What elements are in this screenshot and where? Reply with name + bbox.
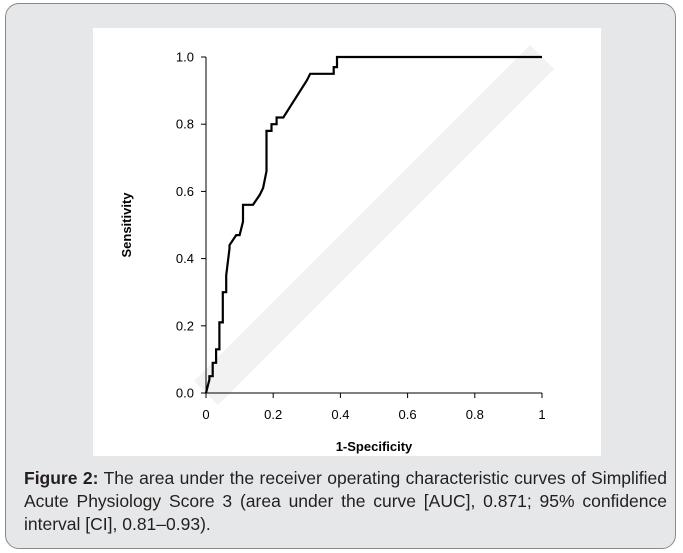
x-tick-label: 0.4 bbox=[331, 407, 349, 422]
x-tick-label: 0.6 bbox=[399, 407, 417, 422]
figure-caption: Figure 2: The area under the receiver op… bbox=[24, 467, 667, 536]
caption-label: Figure 2: bbox=[24, 468, 99, 488]
x-tick-label: 1 bbox=[538, 407, 545, 422]
x-tick-label: 0.2 bbox=[264, 407, 282, 422]
chart-panel: 0.0 0.2 0.4 0.6 0.8 1.0 0 0.2 0.4 0.6 0.8 1 1-Spec… bbox=[93, 28, 601, 456]
y-tick-label: 0.0 bbox=[176, 386, 194, 401]
roc-curve bbox=[204, 55, 542, 394]
roc-chart: 0.0 0.2 0.4 0.6 0.8 1.0 0 0.2 0.4 0.6 0.8 1 1-Spec… bbox=[119, 44, 555, 454]
reference-diagonal bbox=[193, 44, 555, 406]
y-axis-title: Sensitivity bbox=[119, 192, 134, 258]
y-axis: 0.0 0.2 0.4 0.6 0.8 1.0 bbox=[176, 50, 206, 401]
caption-text: The area under the receiver operating ch… bbox=[24, 468, 667, 534]
y-tick-label: 1.0 bbox=[176, 50, 194, 65]
y-tick-label: 0.8 bbox=[176, 117, 194, 132]
figure-frame: 0.0 0.2 0.4 0.6 0.8 1.0 0 0.2 0.4 0.6 0.8 1 1-Spec… bbox=[5, 3, 676, 549]
x-tick-label: 0 bbox=[202, 407, 209, 422]
x-tick-label: 0.8 bbox=[466, 407, 484, 422]
axis-lines bbox=[205, 57, 542, 394]
x-axis: 0 0.2 0.4 0.6 0.8 1 bbox=[202, 393, 546, 422]
y-tick-label: 0.6 bbox=[176, 184, 194, 199]
y-tick-label: 0.4 bbox=[176, 251, 194, 266]
x-axis-title: 1-Specificity bbox=[336, 439, 413, 454]
y-tick-label: 0.2 bbox=[176, 318, 194, 333]
